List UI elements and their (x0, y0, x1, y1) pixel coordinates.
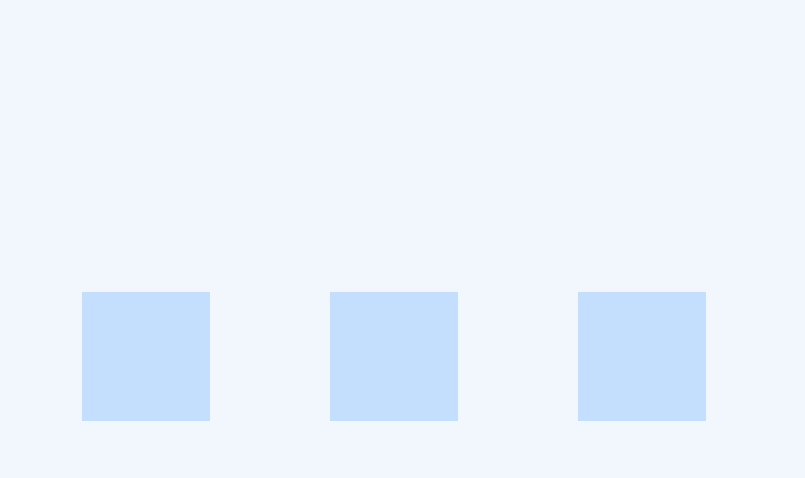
bar-1[interactable] (82, 292, 210, 421)
bar-3[interactable] (578, 292, 706, 421)
bar-2[interactable] (330, 292, 458, 421)
